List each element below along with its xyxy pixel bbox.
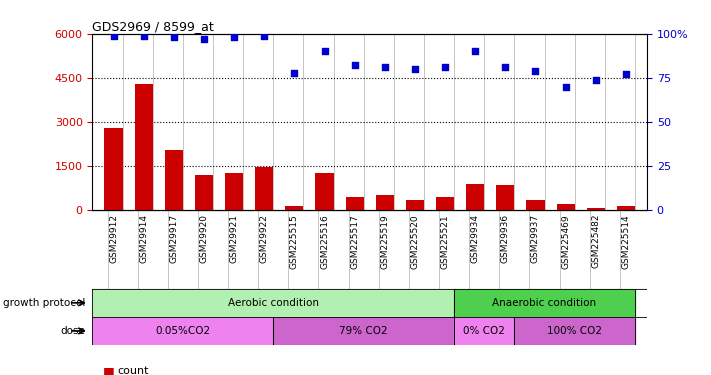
- Text: GSM225514: GSM225514: [621, 214, 631, 268]
- Point: [319, 48, 330, 54]
- Text: GSM29914: GSM29914: [139, 214, 148, 263]
- Bar: [557, 204, 574, 210]
- Bar: [496, 185, 514, 210]
- Bar: [285, 206, 304, 210]
- Text: GSM29937: GSM29937: [531, 214, 540, 263]
- Bar: [165, 150, 183, 210]
- Bar: [466, 184, 484, 210]
- Point: [500, 64, 511, 70]
- Point: [530, 68, 541, 74]
- Point: [590, 76, 602, 82]
- Text: GSM29912: GSM29912: [109, 214, 118, 263]
- Text: GSM29921: GSM29921: [230, 214, 239, 263]
- Text: GSM225517: GSM225517: [350, 214, 359, 268]
- Text: Aerobic condition: Aerobic condition: [228, 298, 319, 308]
- Text: 100% CO2: 100% CO2: [547, 326, 602, 336]
- Text: GSM225519: GSM225519: [380, 214, 390, 268]
- Text: 0.05%CO2: 0.05%CO2: [155, 326, 210, 336]
- Point: [259, 33, 270, 39]
- Point: [168, 34, 179, 40]
- Text: GSM225515: GSM225515: [290, 214, 299, 268]
- Text: GSM29934: GSM29934: [471, 214, 480, 263]
- Text: count: count: [117, 366, 149, 375]
- Bar: [316, 173, 333, 210]
- Text: 79% CO2: 79% CO2: [339, 326, 388, 336]
- Point: [439, 64, 451, 70]
- Point: [198, 36, 210, 42]
- Point: [620, 71, 631, 77]
- Point: [410, 66, 421, 72]
- Text: GSM225469: GSM225469: [561, 214, 570, 268]
- Bar: [526, 200, 545, 210]
- Text: GSM225521: GSM225521: [441, 214, 449, 268]
- Point: [349, 63, 360, 69]
- Point: [560, 84, 572, 90]
- Bar: [273, 317, 454, 345]
- Text: ■: ■: [103, 365, 115, 375]
- Bar: [454, 289, 635, 317]
- Point: [289, 69, 300, 75]
- Text: GSM225520: GSM225520: [410, 214, 419, 268]
- Point: [108, 33, 119, 39]
- Text: growth protocol: growth protocol: [3, 298, 85, 308]
- Bar: [617, 206, 635, 210]
- Text: Anaerobic condition: Anaerobic condition: [493, 298, 597, 308]
- Point: [469, 48, 481, 54]
- Text: GSM29917: GSM29917: [169, 214, 178, 263]
- Point: [228, 34, 240, 40]
- Bar: [92, 289, 454, 317]
- Bar: [587, 208, 605, 210]
- Point: [138, 33, 149, 39]
- Bar: [454, 317, 514, 345]
- Point: [379, 64, 390, 70]
- Text: GSM225482: GSM225482: [592, 214, 600, 268]
- Bar: [105, 128, 122, 210]
- Bar: [514, 317, 635, 345]
- Bar: [346, 197, 364, 210]
- Bar: [225, 173, 243, 210]
- Bar: [406, 200, 424, 210]
- Text: GSM225516: GSM225516: [320, 214, 329, 268]
- Text: GDS2969 / 8599_at: GDS2969 / 8599_at: [92, 20, 214, 33]
- Text: GSM29936: GSM29936: [501, 214, 510, 263]
- Bar: [134, 84, 153, 210]
- Bar: [255, 167, 273, 210]
- Text: GSM29920: GSM29920: [200, 214, 208, 263]
- Text: GSM29922: GSM29922: [260, 214, 269, 263]
- Text: 0% CO2: 0% CO2: [464, 326, 506, 336]
- Bar: [375, 195, 394, 210]
- Bar: [436, 197, 454, 210]
- Text: dose: dose: [60, 326, 85, 336]
- Bar: [195, 175, 213, 210]
- Bar: [92, 317, 273, 345]
